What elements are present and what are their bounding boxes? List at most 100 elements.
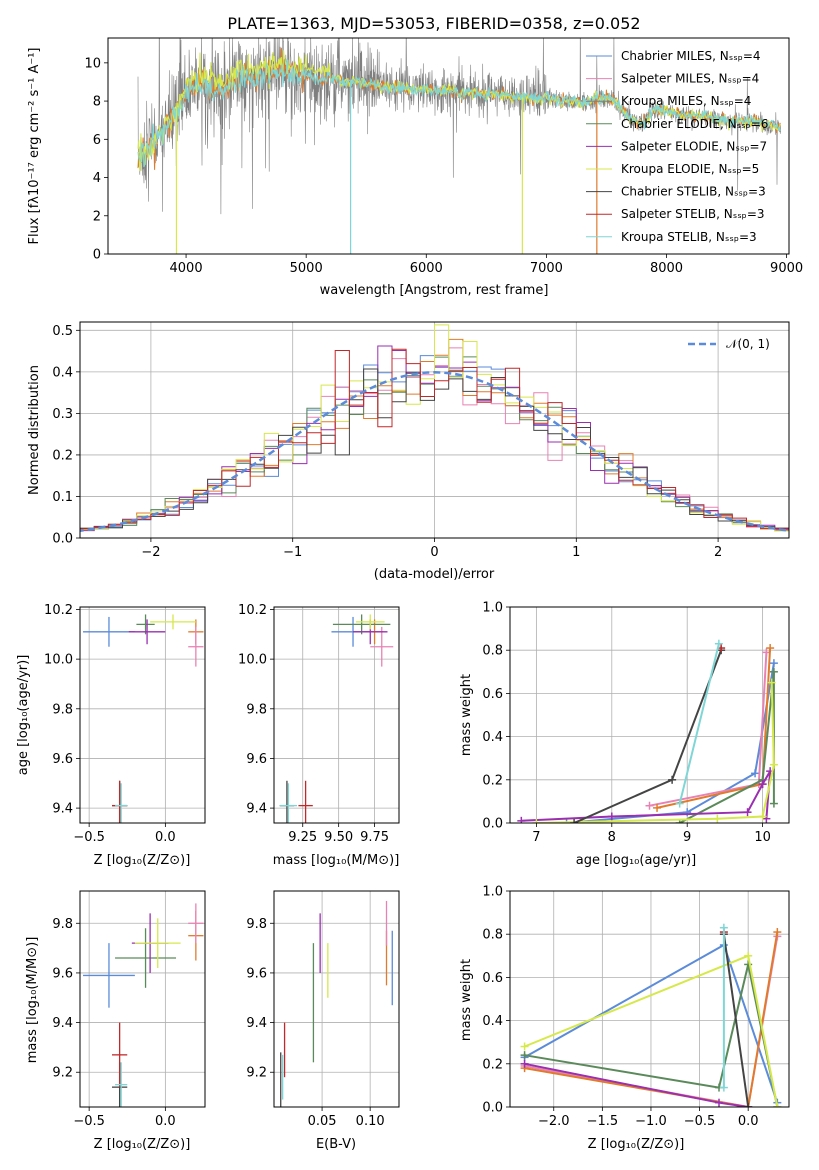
weight-series-line [524,931,779,1107]
residual-histogram-panel: −2 −1 0 1 2 0.0 0.1 0.2 0.3 0.4 0.5 [52,321,790,560]
x-tick-label: −1 [283,545,302,560]
y-tick-label: 1.0 [482,601,503,616]
mw-age-xlabel: age [log₁₀(age/yr)] [576,853,697,868]
y-tick-label: 10 [84,56,101,71]
y-tick-label: 0.8 [482,644,503,659]
x-tick-label: −0.5 [73,830,105,845]
y-tick-label: 0.8 [482,928,503,943]
x-tick-label: 7 [532,830,540,845]
spectrum-lines [137,38,781,254]
legend-label: Chabrier ELODIE, Nₛₛₚ=6 [621,117,768,131]
legend-label: Salpeter ELODIE, Nₛₛₚ=7 [621,139,767,153]
x-tick-label: −2 [141,545,160,560]
mw-z-ylabel: mass weight [459,959,474,1041]
legend-label: Kroupa ELODIE, Nₛₛₚ=5 [621,162,759,176]
y-tick-label: 9.8 [246,702,267,717]
weight-lines [520,923,782,1107]
weight-series-line [521,770,772,822]
normal-legend-label: 𝒩(0, 1) [726,337,770,351]
axes-frame [509,606,790,824]
x-tick-label: 9.25 [288,830,317,845]
model-spectrum [137,59,781,168]
spectrum-legend: Chabrier MILES, Nₛₛₚ=4 Salpeter MILES, Nₛ… [586,49,768,244]
x-tick-label: 9000 [770,261,803,276]
x-tick-label: 6000 [410,261,443,276]
legend-label: Kroupa MILES, Nₛₛₚ=4 [621,94,751,108]
histogram-steps [80,324,789,534]
age-z-xlabel: Z [log₁₀(Z/Z⊙)] [94,853,191,868]
mass-weight-vs-age-panel: 7 8 9 10 0.0 0.2 0.4 0.6 0.8 1.0 [482,601,790,845]
y-tick-label: 0.4 [52,365,73,380]
x-tick-label: 9 [683,830,691,845]
spectrum-ylabel: Flux [fλ10⁻¹⁷ erg cm⁻² s⁻¹ A⁻¹] [27,48,42,245]
histogram-ylabel: Normed distribution [27,365,42,495]
x-tick-label: 5000 [290,261,323,276]
observed-spectrum [137,38,781,215]
y-tick-label: 0.6 [482,971,503,986]
x-tick-label: 9.50 [324,830,353,845]
x-tick-label: 0.0 [738,1114,759,1129]
legend-label: Chabrier STELIB, Nₛₛₚ=3 [621,185,766,199]
axes-frame [273,890,400,1108]
y-tick-label: 0.6 [482,687,503,702]
y-tick-label: 0.2 [482,1057,503,1072]
spectrum-title: PLATE=1363, MJD=53053, FIBERID=0358, z=0… [227,14,640,33]
x-tick-label: 4000 [170,261,203,276]
mw-age-ylabel: mass weight [459,674,474,756]
y-tick-label: 9.8 [52,917,73,932]
axes-frame [107,37,790,255]
mass-weight-vs-metallicity-panel: −2.0 −1.5 −1.0 −0.5 0.0 0.0 0.2 0.4 0.6 0.8 1.0 [482,885,790,1129]
legend-label: Chabrier MILES, Nₛₛₚ=4 [621,49,761,63]
age-z-ylabel: age [log₁₀(age/yr)] [16,655,31,776]
y-tick-label: 9.2 [52,1066,73,1081]
x-tick-label: −1.5 [587,1114,619,1129]
mass-vs-metallicity-panel: −0.5 0.0 9.2 9.4 9.6 9.8 [52,890,206,1129]
y-tick-label: 10.0 [238,653,267,668]
legend-label: Salpeter STELIB, Nₛₛₚ=3 [621,207,765,221]
axes-frame [509,890,790,1108]
histogram-xlabel: (data-model)/error [374,567,495,582]
x-tick-label: 9.75 [360,830,389,845]
axes-frame [273,606,400,824]
y-tick-label: 9.8 [246,917,267,932]
axes-frame [79,606,206,824]
y-tick-label: 10.0 [44,653,73,668]
histogram-legend: 𝒩(0, 1) [688,337,770,351]
weight-series-line [722,934,750,1107]
y-tick-label: 9.6 [52,752,73,767]
x-tick-label: 1 [572,545,580,560]
y-tick-label: 2 [93,209,101,224]
x-tick-label: −0.5 [684,1114,716,1129]
y-tick-label: 10.2 [44,603,73,618]
age-mass-xlabel: mass [log₁₀(M/M⊙)] [273,853,400,868]
x-tick-label: 8000 [650,261,683,276]
axes-frame [79,321,790,539]
mw-z-xlabel: Z [log₁₀(Z/Z⊙)] [588,1137,685,1152]
legend-label: Kroupa STELIB, Nₛₛₚ=3 [621,230,757,244]
y-tick-label: 0.1 [52,490,73,505]
y-tick-label: 1.0 [482,885,503,900]
x-tick-label: 0 [430,545,438,560]
spectrum-panel: 4000 5000 6000 7000 8000 9000 0 2 4 6 8 10 [84,37,803,276]
y-tick-label: 9.8 [52,702,73,717]
y-tick-label: 10.2 [238,603,267,618]
weight-lines [517,639,778,823]
x-tick-label: 0.0 [155,1114,176,1129]
mass-z-ylabel: mass [log₁₀(M/M⊙)] [25,937,40,1064]
y-tick-label: 9.4 [52,1016,73,1031]
y-tick-label: 0.0 [482,817,503,832]
weight-series-line [678,643,720,804]
x-tick-label: −1.0 [635,1114,667,1129]
x-tick-label: 0.10 [356,1114,385,1129]
y-tick-label: 0.0 [52,532,73,547]
mass-vs-extinction-panel: 0.05 0.10 9.2 9.4 9.6 9.8 [246,890,400,1129]
y-tick-label: 0.2 [482,773,503,788]
x-tick-label: 7000 [530,261,563,276]
x-tick-label: 10 [754,830,771,845]
axes-frame [79,890,206,1108]
weight-series-line [536,682,775,823]
x-tick-label: 0.0 [155,830,176,845]
y-tick-label: 0.4 [482,730,503,745]
error-crosses [83,903,204,1107]
